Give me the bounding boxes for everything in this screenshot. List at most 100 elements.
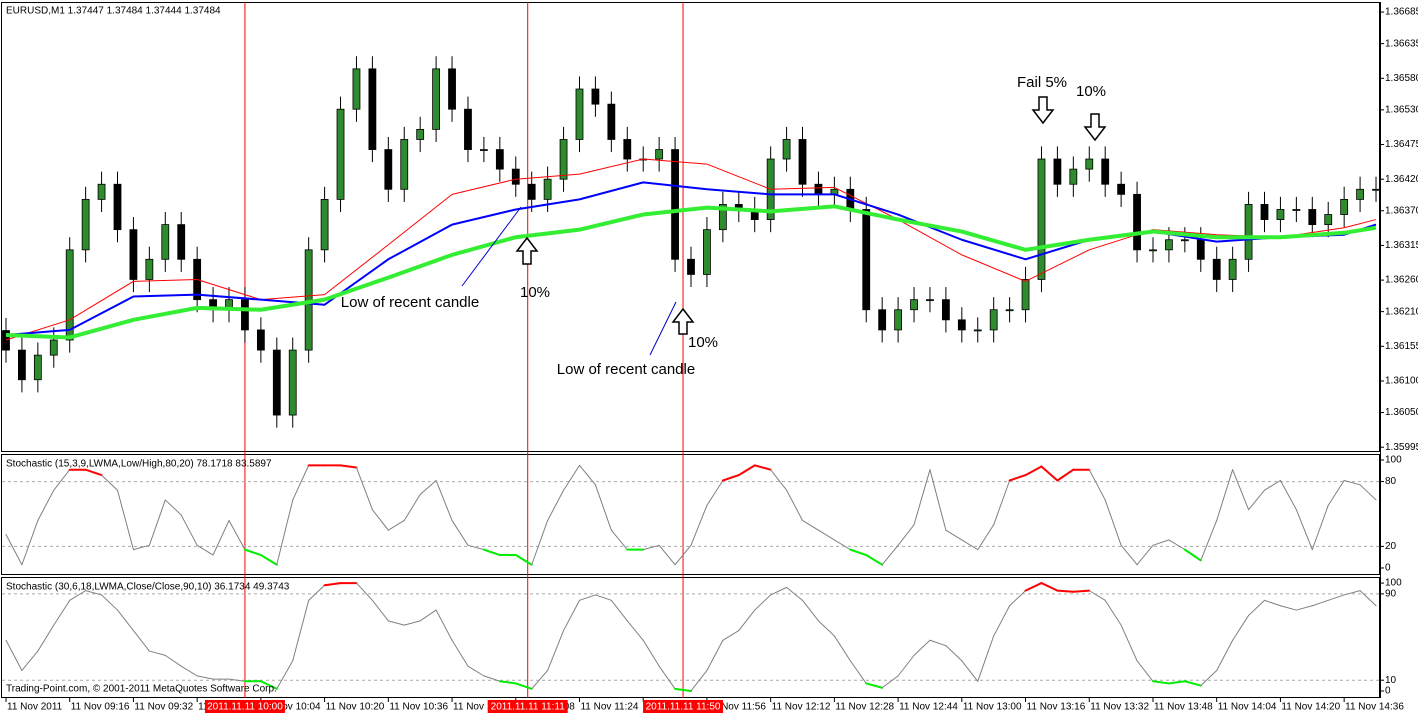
indicator-segment	[180, 514, 198, 546]
y-tick-label: 100	[1385, 455, 1402, 466]
indicator-segment	[164, 499, 182, 516]
indicator-segment	[1167, 680, 1186, 685]
candle-body	[1180, 239, 1189, 242]
marker-layer	[244, 2, 684, 698]
indicator-segment	[626, 620, 644, 641]
x-tick-label: 11 Nov 13:00	[963, 702, 1022, 713]
indicator-segment	[737, 464, 756, 477]
indicator-segment	[977, 635, 995, 682]
indicator-segment	[1200, 519, 1218, 561]
candle-body	[129, 229, 138, 280]
indicator-segment	[1151, 680, 1170, 685]
indicator-segment	[690, 669, 708, 692]
indicator-segment	[212, 519, 230, 556]
indicator-segment	[722, 630, 740, 641]
indicator-segment	[292, 599, 310, 662]
indicator-segment	[228, 678, 246, 682]
x-tick-label: 11 Nov 13:32	[1090, 702, 1149, 713]
indicator-segment	[1120, 624, 1138, 662]
indicator-segment	[419, 609, 437, 622]
y-tick-label: 1.36530	[1385, 104, 1418, 115]
candle-body	[1260, 204, 1269, 220]
indicator-segment	[993, 479, 1011, 526]
candle-body	[1021, 279, 1030, 311]
candle-body	[49, 339, 58, 356]
indicator-segment	[483, 675, 501, 682]
indicator-segment	[243, 548, 262, 557]
candle-body	[703, 229, 711, 275]
marker-label: 2011.11.11 11:11	[491, 702, 566, 713]
indicator-segment	[897, 524, 915, 546]
indicator-segment	[594, 594, 612, 601]
candle-body	[97, 183, 106, 200]
y-tick-label: 1.36580	[1385, 73, 1418, 84]
x-tick-label: 11 Nov 09:32	[134, 702, 193, 713]
candle-body	[384, 149, 393, 190]
candle-body	[1133, 193, 1141, 251]
indicator-segment	[69, 590, 87, 601]
candle-body	[400, 139, 409, 190]
indicator-segment	[578, 594, 596, 601]
annotation: 10%	[1076, 83, 1106, 100]
y-tick-label: 100	[1385, 578, 1402, 589]
indicator-segment	[531, 669, 549, 690]
x-tick-label: 11 Nov 14:20	[1281, 702, 1340, 713]
candle-body	[543, 178, 552, 200]
candle-body	[527, 183, 536, 200]
candle-body	[814, 183, 823, 195]
candle-body	[1276, 209, 1285, 220]
indicator-segment	[403, 620, 421, 626]
indicator-segment	[180, 665, 198, 677]
pointer-line	[461, 206, 522, 287]
candle-body	[655, 149, 664, 160]
y-tick-label: 1.36100	[1385, 376, 1418, 387]
indicator-segment	[1088, 590, 1106, 601]
indicator-segment	[339, 464, 358, 469]
indicator-segment	[897, 654, 915, 677]
candle-body	[320, 198, 329, 251]
indicator-segment	[1072, 589, 1091, 593]
indicator-segment	[1056, 468, 1075, 482]
indicator-segment	[1311, 599, 1329, 607]
candle-body	[33, 354, 42, 381]
candle-body	[1101, 158, 1110, 185]
candle-body	[910, 299, 918, 311]
indicator-segment	[929, 469, 947, 531]
y-tick-label: 1.35995	[1385, 442, 1418, 453]
indicator-segment	[945, 529, 963, 541]
candle-body	[177, 224, 186, 260]
x-tick-label: 11 Nov 11:24	[580, 702, 638, 713]
candle-body	[368, 68, 377, 150]
x-tick-label: 11 Nov 10:36	[389, 702, 448, 713]
indicator-segment	[1359, 590, 1377, 607]
indicator-segment	[1232, 469, 1250, 511]
moving-average	[5, 204, 1377, 340]
indicator-segment	[132, 630, 150, 652]
indicator-segment	[1009, 590, 1027, 607]
indicator-segment	[706, 639, 724, 671]
annotation: Low of recent candle	[557, 361, 695, 378]
indicator-segment	[259, 680, 278, 690]
indicator-segment	[1040, 465, 1059, 482]
indicator-segment	[658, 544, 676, 566]
indicator-segment	[1343, 479, 1361, 486]
indicator-segment	[148, 650, 166, 656]
indicator-segment	[1216, 639, 1234, 671]
candle-body	[862, 209, 871, 311]
y-tick-label: 1.36635	[1385, 38, 1418, 49]
indicator-segment	[1008, 474, 1027, 482]
candle-body	[1165, 239, 1173, 251]
y-tick-label: 1.36155	[1385, 341, 1418, 352]
indicator-segment	[116, 609, 134, 632]
candle-body	[687, 258, 695, 275]
indicator-segment	[1279, 605, 1297, 611]
down-arrow	[1083, 113, 1107, 142]
indicator-segment	[770, 586, 788, 596]
candle-body	[1212, 258, 1221, 280]
indicator-segment	[53, 469, 71, 491]
candle-body	[926, 299, 934, 302]
candle-body	[81, 198, 90, 251]
x-tick-label: 11 Nov 14:04	[1218, 702, 1277, 713]
indicator-segment	[1295, 509, 1313, 551]
indicator-segment	[961, 660, 979, 682]
